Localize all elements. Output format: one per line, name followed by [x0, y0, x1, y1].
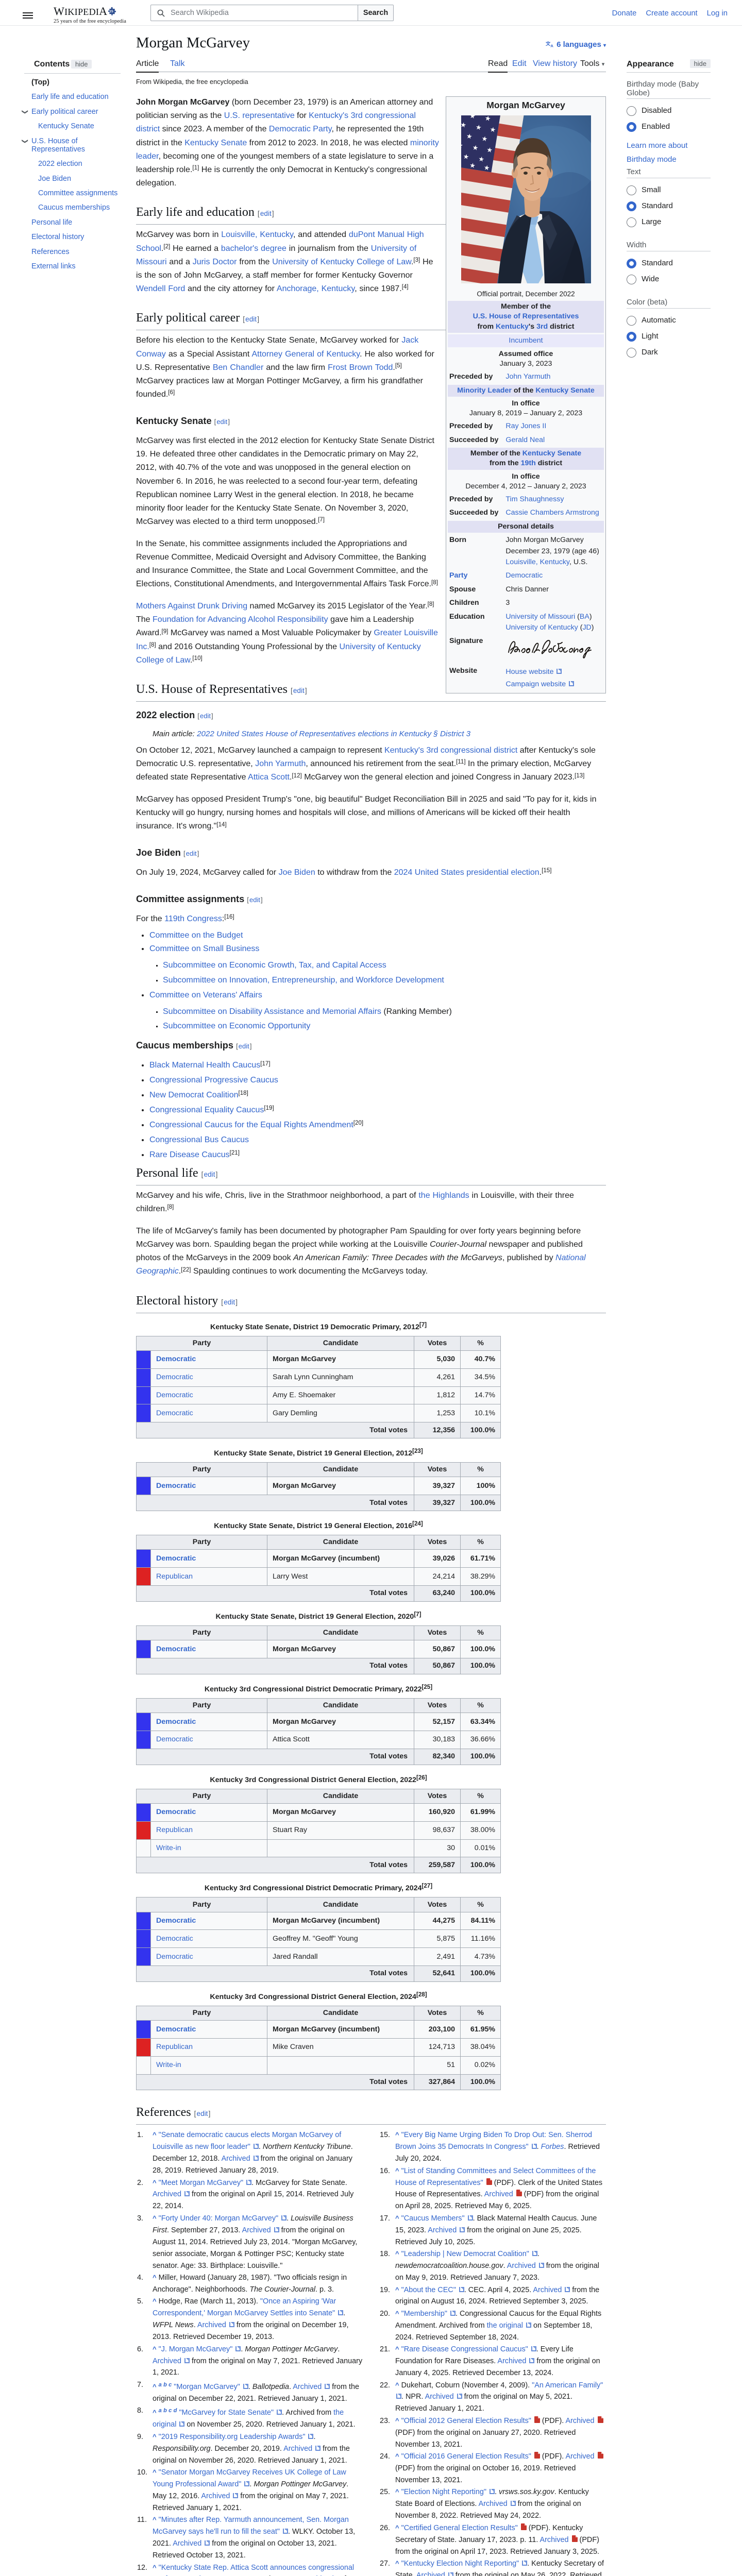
- svg-text:25: 25: [110, 10, 114, 13]
- svg-text:★: ★: [478, 155, 485, 164]
- svg-text:★: ★: [461, 121, 467, 129]
- svg-text:★: ★: [486, 146, 493, 155]
- svg-text:★: ★: [475, 123, 482, 132]
- svg-text:★: ★: [471, 144, 479, 152]
- svg-text:★: ★: [481, 134, 488, 143]
- svg-text:★: ★: [483, 164, 490, 173]
- svg-text:★: ★: [462, 152, 469, 161]
- svg-text:★: ★: [489, 126, 496, 134]
- svg-text:文: 文: [546, 41, 551, 46]
- svg-text:★: ★: [469, 161, 476, 170]
- svg-text:A: A: [550, 43, 553, 48]
- svg-text:★: ★: [465, 132, 473, 141]
- svg-text:★: ★: [484, 115, 491, 123]
